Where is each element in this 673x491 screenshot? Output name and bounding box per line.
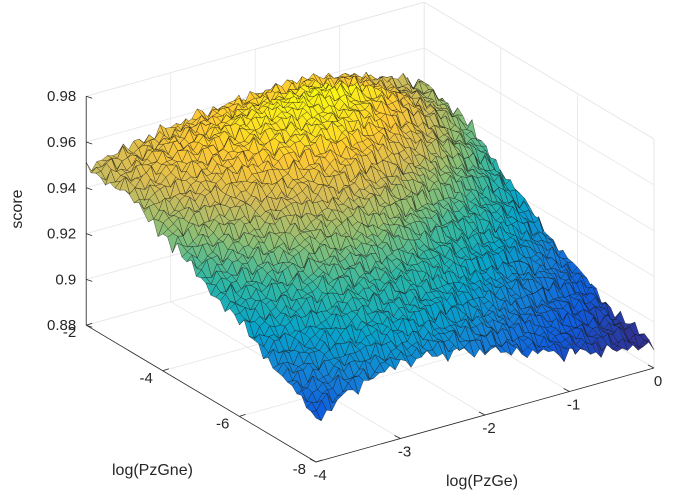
- z-tick-label: 0.88: [47, 317, 76, 334]
- x-tick-label: -3: [398, 444, 411, 461]
- x-tick-mark: [394, 435, 401, 439]
- z-tick-mark: [86, 141, 93, 145]
- x-tick-label: -1: [567, 397, 580, 414]
- z-tick-mark: [86, 95, 93, 99]
- y-tick-mark: [315, 459, 323, 463]
- x-tick-label: -4: [313, 467, 326, 484]
- x-tick-mark: [647, 364, 655, 369]
- y-axis-line: [85, 324, 317, 463]
- y-axis-label: log(PzGne): [112, 462, 193, 479]
- y-tick-label: -4: [139, 370, 152, 387]
- y-tick-label: -6: [216, 415, 229, 432]
- z-tick-label: 0.96: [47, 134, 76, 151]
- z-tick-label: 0.94: [47, 180, 76, 197]
- z-tick-label: 0.98: [47, 88, 76, 105]
- x-tick-label: 0: [654, 373, 662, 390]
- y-tick-mark: [162, 368, 169, 372]
- y-tick-label: -2: [63, 324, 76, 341]
- y-tick-mark: [239, 414, 246, 417]
- z-tick-mark: [86, 279, 93, 282]
- box-edge: [86, 1, 425, 97]
- surface-patch: [418, 81, 430, 86]
- x-tick-mark: [563, 388, 570, 392]
- z-tick-mark: [86, 187, 93, 191]
- x-tick-label: -2: [482, 420, 495, 437]
- surface-mesh: [85, 71, 655, 422]
- axis-ticks: 0.88 0.9 0.92 0.94 0.96 0.98 -8 -6 -4 -2 -4 -3 -2 -1 0: [47, 88, 662, 484]
- z-grid-line: [423, 47, 655, 186]
- z-tick-label: 0.92: [47, 226, 76, 243]
- y-tick-label: -8: [293, 461, 306, 478]
- z-tick-mark: [86, 324, 93, 328]
- z-axis-label: score: [9, 189, 26, 228]
- y-tick-mark: [86, 322, 93, 326]
- box-edge: [423, 1, 655, 140]
- x-axis-label: log(PzGe): [446, 473, 518, 490]
- x-tick-mark: [478, 411, 486, 416]
- x-tick-mark: [309, 458, 317, 463]
- z-tick-mark: [86, 233, 93, 236]
- z-tick-label: 0.9: [55, 271, 76, 288]
